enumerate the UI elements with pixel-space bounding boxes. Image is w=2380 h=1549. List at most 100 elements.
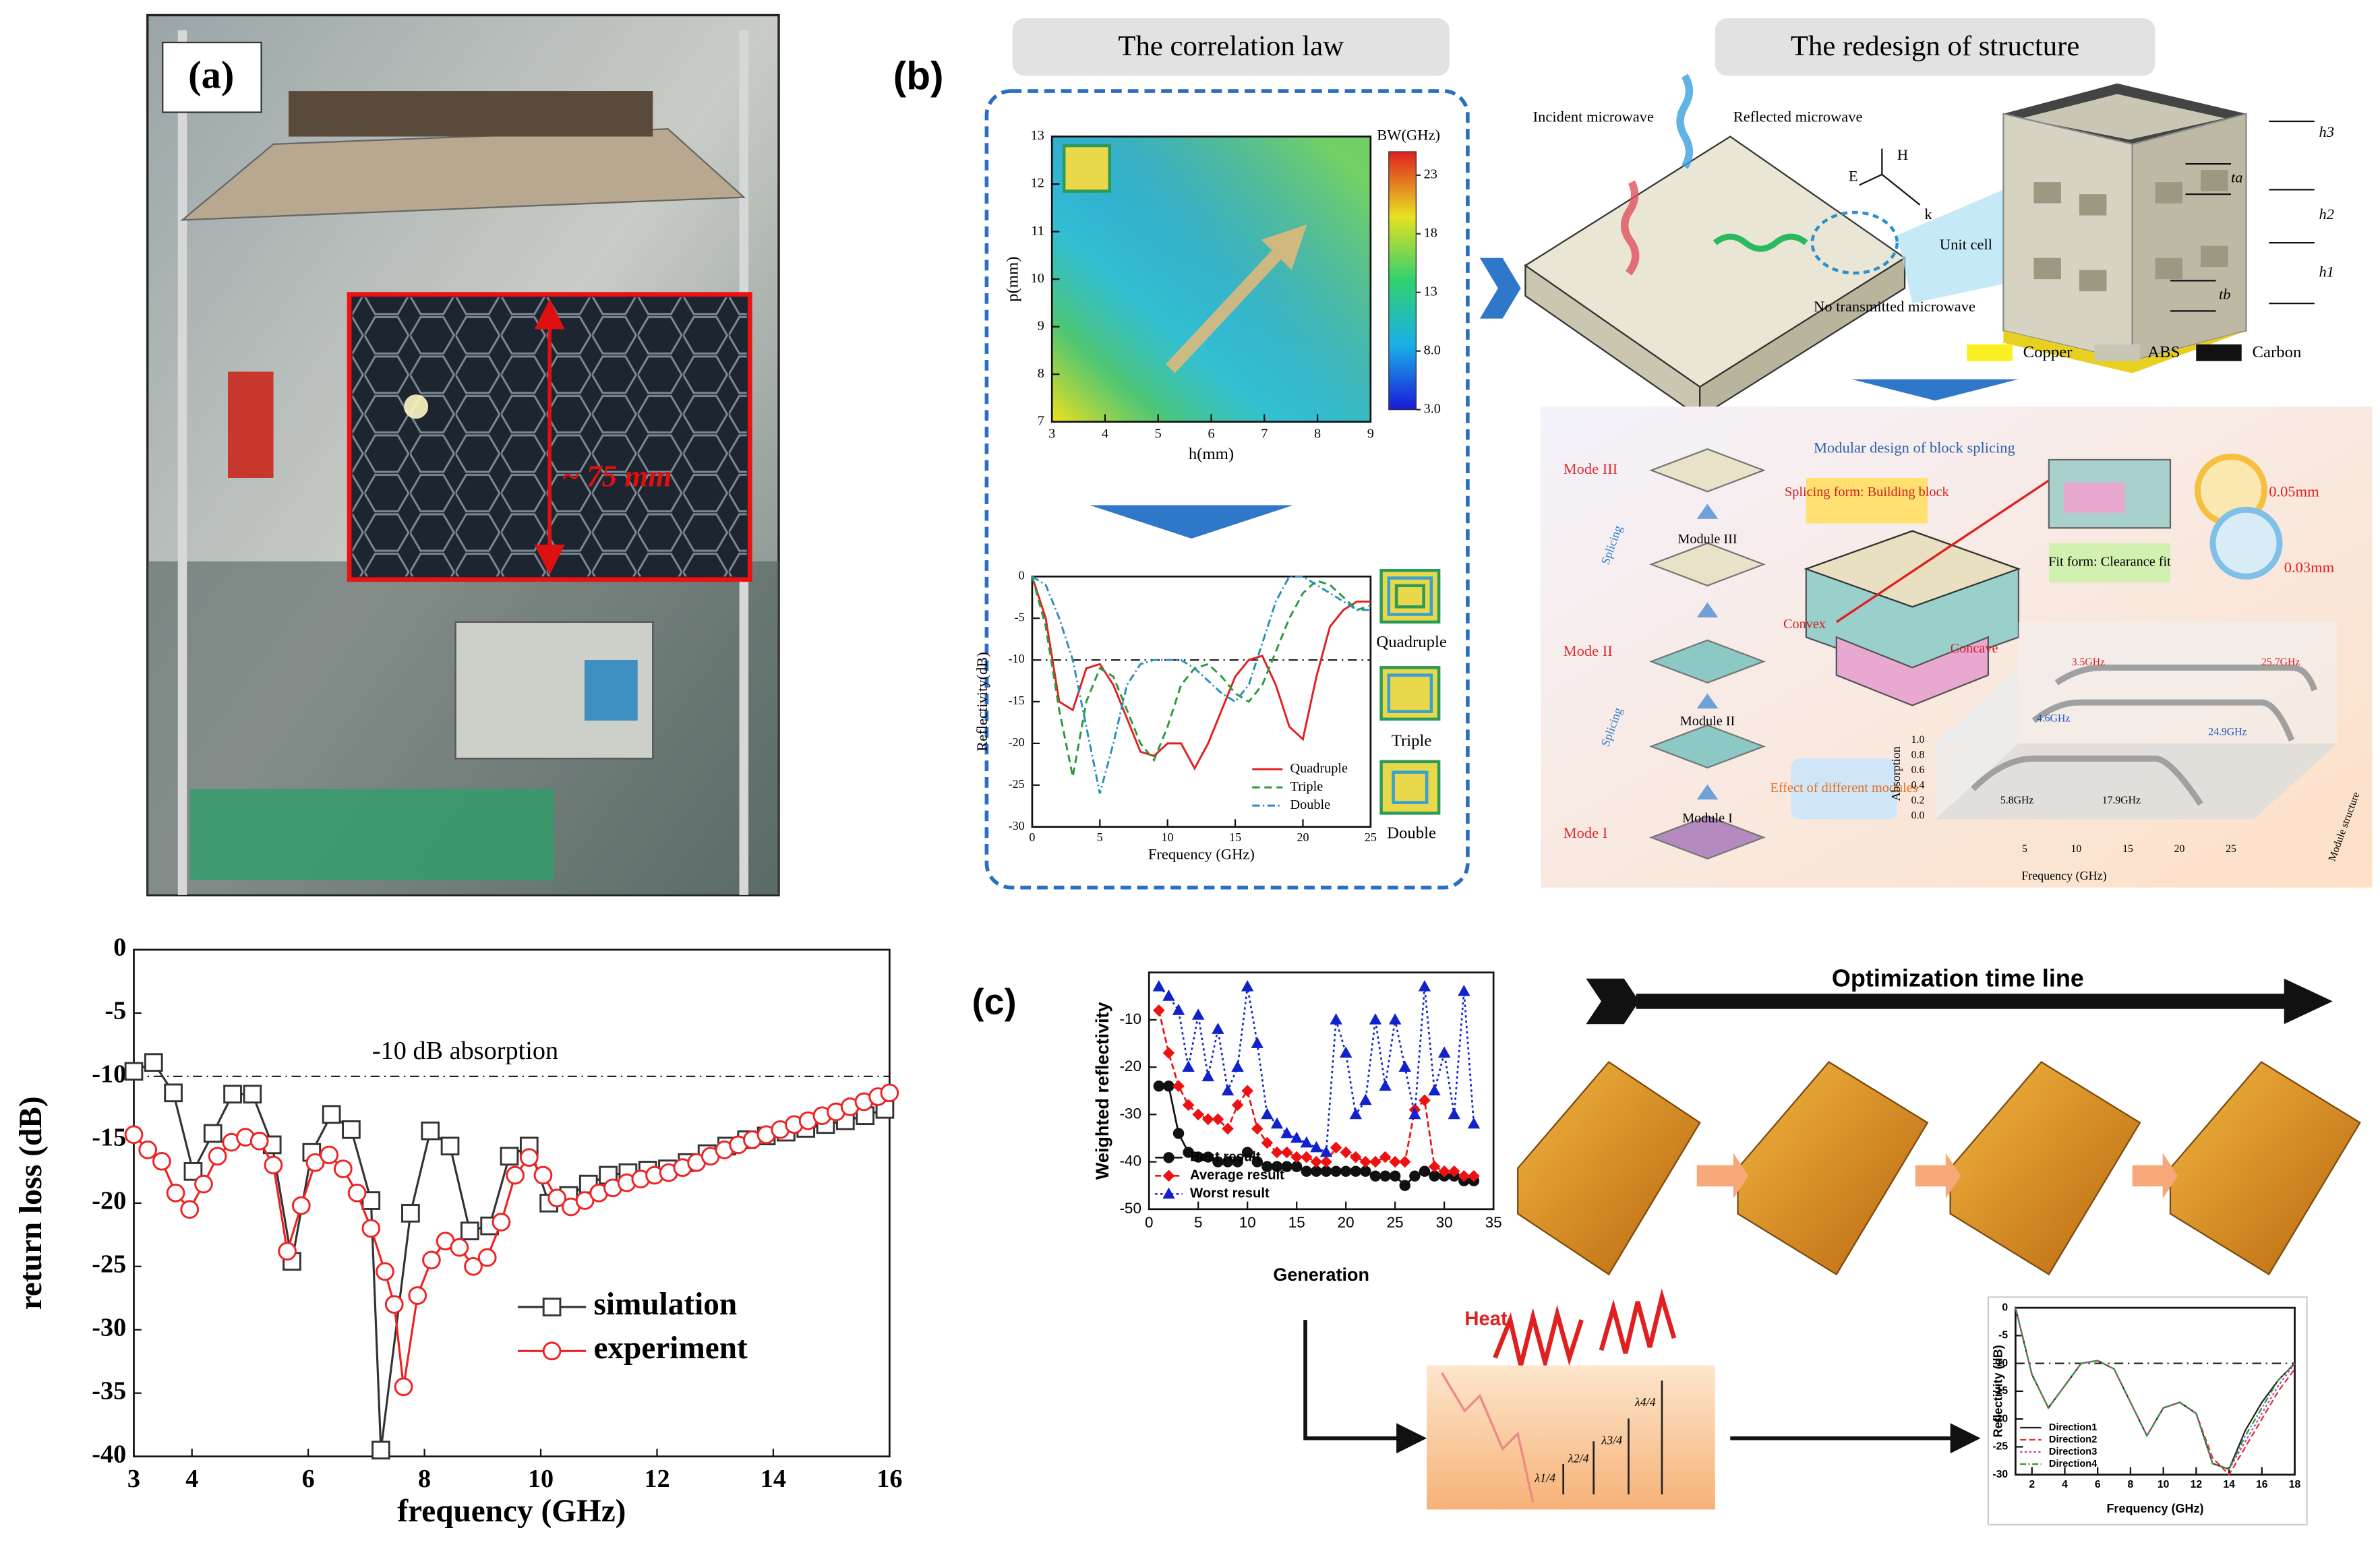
chart: 2 4 6 8 10 12 14 16 18 0 -5 -10 -15 -20 -25 -30 Frequenc…	[1991, 1302, 2300, 1515]
marker	[1251, 1122, 1263, 1135]
marker	[477, 1248, 497, 1267]
plot-tick-label: 15	[2122, 843, 2133, 855]
x-tick-label: 9	[1367, 427, 1374, 442]
heat-wave	[1493, 1304, 1584, 1372]
series-line	[133, 1061, 885, 1451]
y-tick-label: -30	[1992, 1469, 2008, 1480]
legend-label: Direction4	[2049, 1459, 2098, 1469]
wave-label: No transmitted microwave	[1814, 298, 1975, 315]
y-tick-label: 10	[1031, 271, 1044, 286]
x-tick-label: 25	[1387, 1214, 1404, 1231]
marker	[1162, 990, 1175, 1001]
marker	[1339, 1046, 1352, 1058]
marker	[500, 1147, 519, 1166]
dimension-label: ta	[2231, 169, 2243, 186]
y-tick-label: -50	[1119, 1200, 1141, 1217]
marker	[144, 1053, 163, 1072]
x-tick-label: 5	[1097, 830, 1103, 844]
array-top	[1524, 135, 1907, 388]
y-tick-label: 13	[1031, 128, 1044, 143]
marker	[533, 1165, 553, 1185]
copper-base	[2003, 330, 2247, 373]
heat-label: Heat	[1464, 1308, 1508, 1330]
x-tick-label: 3	[127, 1465, 140, 1493]
modular-title: Modular design of block splicing	[1814, 439, 2015, 456]
marker	[1419, 1094, 1431, 1107]
marker	[1448, 1165, 1460, 1178]
marker	[450, 1238, 469, 1257]
incident-wave	[1621, 180, 1640, 276]
x-tick-label: 12	[644, 1465, 670, 1493]
marker	[376, 1262, 394, 1281]
legend-label: Copper	[2023, 343, 2073, 361]
plot-tick-label: 0.2	[1911, 795, 1925, 806]
glare	[404, 394, 429, 419]
marker	[1428, 1084, 1441, 1096]
plot-tick-label: 0.8	[1911, 749, 1925, 760]
marker	[1398, 1060, 1412, 1072]
x-tick-label: 5	[1155, 427, 1162, 442]
timeline-title: Optimization time line	[1832, 964, 2084, 992]
y-tick-label: 0	[1019, 568, 1025, 582]
up-arrows	[1696, 504, 1719, 800]
marker	[347, 1183, 367, 1203]
heat-wave	[1599, 1288, 1677, 1354]
down-arrow	[1851, 379, 2019, 401]
cell-face	[2131, 113, 2247, 363]
marker	[1280, 1126, 1293, 1138]
plot-tick-label: 0.6	[1911, 764, 1925, 776]
marker	[384, 1295, 404, 1314]
marker	[1201, 1113, 1214, 1126]
marker	[1399, 1180, 1410, 1191]
marker	[1349, 1151, 1362, 1163]
y-tick-label: -30	[1009, 819, 1025, 832]
y-tick-label: -5	[1015, 610, 1025, 624]
x-tick-label: 7	[1261, 427, 1268, 442]
y-tick-label: -10	[1119, 1010, 1141, 1027]
marker	[1290, 1151, 1303, 1163]
x-tick-label: 14	[2223, 1479, 2235, 1490]
marker	[1261, 1107, 1274, 1120]
marker	[1448, 1107, 1460, 1120]
plot-frame	[133, 948, 891, 1458]
x-tick-label: 3	[1048, 427, 1055, 442]
marker	[1241, 1085, 1254, 1097]
series-line	[1032, 575, 1371, 794]
marker	[152, 1151, 171, 1171]
legend-marker	[1162, 1187, 1175, 1199]
y-tick-label: -35	[92, 1377, 126, 1405]
marker	[291, 1196, 311, 1215]
axis-arrow	[1859, 173, 1882, 186]
y-tick-label: -10	[1992, 1358, 2008, 1369]
y-tick-label: -40	[92, 1440, 126, 1468]
timeline-head	[2284, 978, 2333, 1025]
marker	[519, 1148, 539, 1167]
marker	[1418, 980, 1431, 992]
legend-marker	[542, 1341, 562, 1361]
marker	[1231, 1099, 1244, 1112]
marker	[1290, 1161, 1303, 1172]
x-tick-label: 16	[876, 1465, 902, 1493]
header: The redesign of structure	[1791, 30, 2080, 62]
y-tick-label: -5	[105, 997, 126, 1025]
marker	[1172, 1128, 1185, 1139]
marker	[1271, 1146, 1283, 1159]
marker	[1270, 1117, 1284, 1129]
y-tick-label: 0	[2002, 1302, 2008, 1313]
marker	[1191, 1008, 1205, 1020]
marker	[1369, 1013, 1382, 1025]
header: The correlation law	[1118, 30, 1344, 62]
marker	[1408, 1107, 1421, 1120]
marker	[1221, 1084, 1234, 1096]
dimension-label: h2	[2319, 206, 2334, 222]
y-tick-label: 0	[113, 934, 126, 962]
marker	[166, 1183, 185, 1203]
marker	[124, 1125, 144, 1145]
x-tick-label: 4	[185, 1465, 198, 1493]
header-box	[1715, 18, 2155, 76]
annotation: -10 dB absorption	[372, 1037, 558, 1065]
legend-swatch	[1967, 344, 2013, 361]
trend-arrow	[1165, 224, 1307, 373]
y-tick-label: -10	[92, 1060, 126, 1089]
